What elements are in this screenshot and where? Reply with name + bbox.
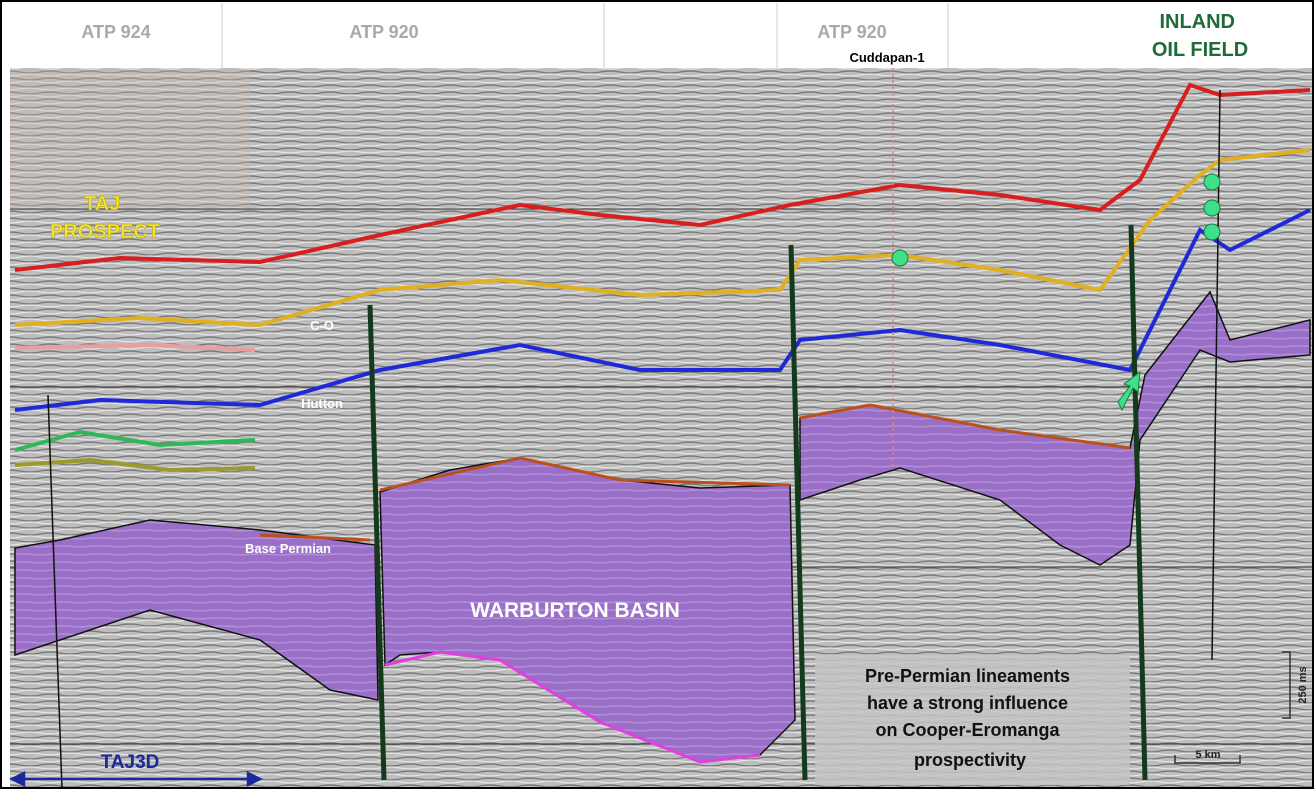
note-line: Pre-Permian lineaments — [865, 666, 1070, 686]
horizon-co — [14, 148, 1311, 328]
header — [10, 3, 1312, 68]
survey-extent — [9, 770, 263, 788]
header-dividers — [221, 3, 949, 68]
prospect-label: TAJ PROSPECT — [50, 193, 160, 243]
fault — [367, 304, 387, 781]
horizon-green — [14, 429, 256, 452]
permit-label: ATP 920 — [349, 22, 418, 42]
distance-scale: 5 km — [1195, 749, 1220, 761]
horizon-top — [14, 82, 1311, 272]
note-box — [815, 655, 1130, 785]
arrow — [1117, 370, 1141, 412]
oil-show — [1203, 173, 1221, 191]
horizon-pink — [14, 342, 256, 352]
note-line: prospectivity — [914, 750, 1026, 770]
oil-show — [1203, 199, 1221, 217]
horizon-base-permian — [259, 403, 1131, 542]
permit-label: ATP 920 — [817, 22, 886, 42]
well-name: Cuddapan-1 — [849, 50, 924, 65]
field-name-line: OIL FIELD — [1152, 39, 1248, 61]
field-name-line: INLAND — [1159, 11, 1235, 33]
faults — [367, 224, 1148, 781]
fault — [1128, 224, 1148, 781]
warburton-right — [799, 290, 1311, 566]
permit-label: ATP 924 — [81, 22, 150, 42]
horizons — [14, 82, 1311, 764]
fault — [788, 244, 808, 781]
field-name: INLAND OIL FIELD — [1152, 11, 1248, 61]
time-scale: 250 ms — [1297, 666, 1309, 703]
horizon-label: Base Permian — [245, 541, 331, 556]
basin-label: WARBURTON BASIN — [470, 599, 680, 622]
horizon-label: Hutton — [301, 396, 343, 411]
scale-bars — [1174, 651, 1291, 764]
note-line: have a strong influence — [867, 693, 1068, 713]
oil-show — [891, 249, 909, 267]
horizon-hutton — [14, 208, 1311, 412]
survey-label: TAJ3D — [101, 752, 160, 773]
warburton-left — [14, 519, 379, 701]
note-line: on Cooper-Eromanga — [875, 720, 1060, 740]
prospect-line: TAJ — [84, 193, 120, 215]
oil-show — [1203, 223, 1221, 241]
horizon-basement — [384, 650, 761, 764]
horizon-label: C-O — [310, 318, 334, 333]
well-track — [47, 394, 63, 789]
horizon-olive — [14, 457, 256, 473]
shallow-amplitudes — [10, 70, 250, 210]
oil-shows — [891, 173, 1221, 412]
note: Pre-Permian lineaments have a strong inf… — [865, 666, 1075, 770]
prospect-line: PROSPECT — [50, 221, 160, 243]
